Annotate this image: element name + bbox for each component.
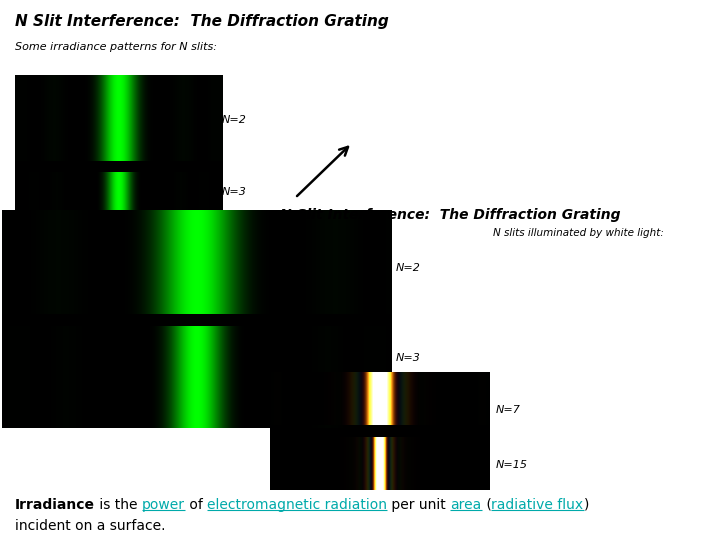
Text: N slits illuminated by white light:: N slits illuminated by white light: <box>493 228 664 238</box>
Text: is the: is the <box>95 498 142 512</box>
Text: N=15: N=15 <box>496 460 528 470</box>
Bar <box>270 437 490 490</box>
Text: N Slit Interference:  The Diffraction Grating: N Slit Interference: The Diffraction Gra… <box>280 208 621 222</box>
Bar <box>2 326 392 428</box>
Text: N=7: N=7 <box>496 405 521 415</box>
Text: Some irradiance patterns for N slits:: Some irradiance patterns for N slits: <box>15 42 217 52</box>
Text: ): ) <box>583 498 589 512</box>
Bar <box>270 372 490 490</box>
Text: power: power <box>142 498 185 512</box>
Text: N=2: N=2 <box>222 115 247 125</box>
Bar <box>15 75 223 258</box>
Bar <box>15 172 223 258</box>
Text: N=3: N=3 <box>396 353 421 363</box>
Bar <box>2 210 392 428</box>
Bar <box>270 372 490 425</box>
Text: incident on a surface.: incident on a surface. <box>15 519 166 533</box>
Text: N=2: N=2 <box>396 263 421 273</box>
Text: electromagnetic radiation: electromagnetic radiation <box>207 498 387 512</box>
Text: N Slit Interference:  The Diffraction Grating: N Slit Interference: The Diffraction Gra… <box>15 14 389 29</box>
Text: (: ( <box>482 498 491 512</box>
Text: area: area <box>450 498 482 512</box>
Text: Irradiance: Irradiance <box>15 498 95 512</box>
Text: of: of <box>185 498 207 512</box>
Bar <box>15 75 223 161</box>
Text: N=3: N=3 <box>222 187 247 197</box>
Text: per unit: per unit <box>387 498 450 512</box>
Bar <box>2 210 392 314</box>
Text: radiative flux: radiative flux <box>491 498 583 512</box>
